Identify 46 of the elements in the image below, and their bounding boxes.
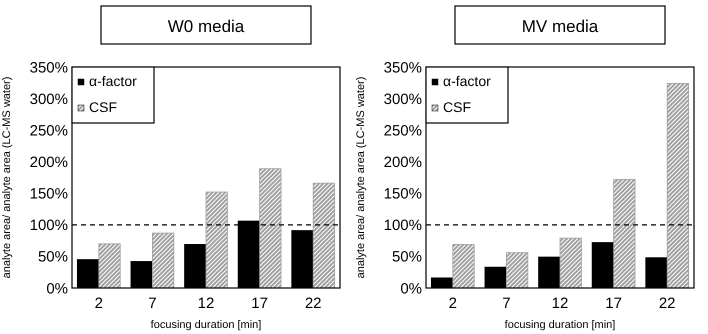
bar	[312, 182, 336, 288]
y-tick-label: 100%	[384, 217, 422, 234]
x-tick-label: 7	[502, 295, 511, 312]
y-tick-label: 350%	[30, 59, 68, 76]
y-tick-label: 0%	[400, 280, 422, 298]
x-tick-label: 12	[198, 295, 214, 312]
chart-title: W0 media	[168, 17, 245, 36]
x-axis-title: focusing duration [min]	[504, 319, 616, 331]
x-tick-label: 22	[658, 295, 676, 312]
bar	[452, 244, 475, 288]
y-tick-label: 100%	[30, 217, 68, 234]
y-tick-label: 150%	[30, 186, 68, 203]
y-tick-label: 250%	[30, 122, 68, 140]
bar	[98, 243, 121, 288]
y-tick-label: 350%	[384, 59, 422, 76]
x-tick-label: 22	[304, 295, 322, 312]
bar	[206, 192, 228, 288]
x-axis-title: focusing duration [min]	[150, 319, 262, 331]
legend-label: CSF	[443, 99, 471, 115]
y-tick-label: 50%	[392, 248, 422, 266]
x-tick-label: 17	[251, 295, 268, 312]
y-tick-label: 0%	[46, 280, 68, 298]
bar	[506, 252, 528, 288]
legend-label: α-factor	[443, 73, 492, 89]
y-tick-label: 300%	[384, 90, 422, 108]
chart-title: MV media	[522, 17, 599, 36]
bar	[259, 168, 282, 288]
x-tick-label: 17	[605, 295, 622, 312]
bar	[152, 232, 174, 288]
x-tick-label: 2	[448, 295, 457, 312]
x-tick-label: 7	[148, 295, 157, 312]
bar	[666, 83, 690, 288]
y-tick-label: 200%	[30, 154, 68, 171]
bar	[613, 178, 636, 288]
legend-label: α-factor	[89, 73, 138, 89]
bar	[560, 238, 582, 288]
x-tick-label: 2	[94, 295, 103, 312]
x-tick-label: 12	[552, 295, 568, 312]
legend-label: CSF	[89, 99, 117, 115]
y-axis-title: analyte area/ analyte area (LC-MS water)	[1, 76, 13, 278]
y-tick-label: 250%	[384, 122, 422, 140]
y-axis-title: analyte area/ analyte area (LC-MS water)	[355, 76, 367, 278]
y-tick-label: 300%	[30, 90, 68, 108]
y-tick-label: 200%	[384, 154, 422, 171]
y-tick-label: 150%	[384, 186, 422, 203]
y-tick-label: 50%	[38, 248, 68, 266]
